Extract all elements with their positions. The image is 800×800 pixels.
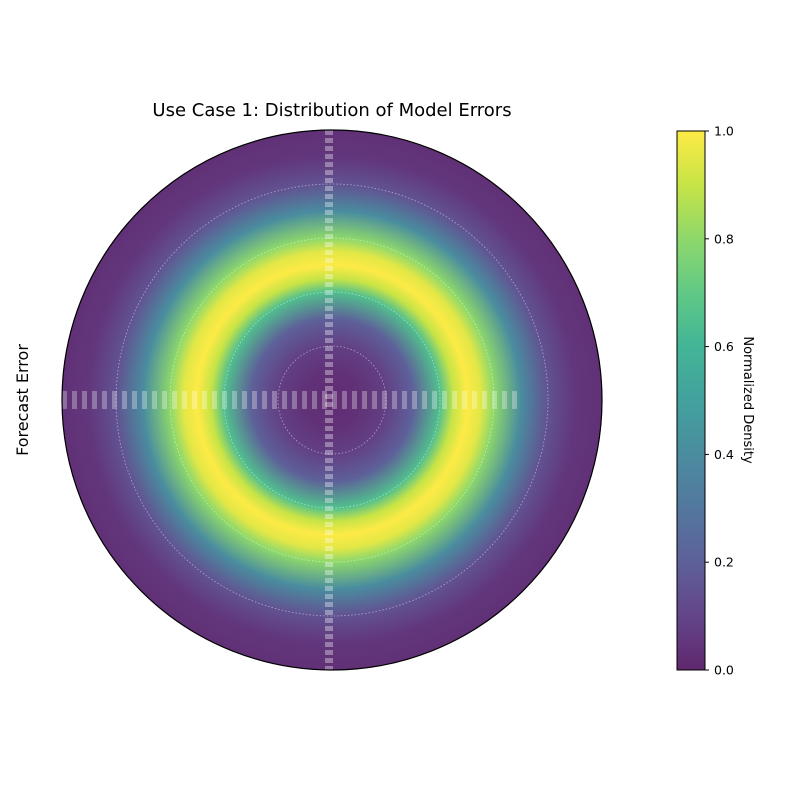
radial-gridline (115, 183, 549, 617)
radial-gridline (169, 237, 495, 563)
colorbar-tick-label: 0.0 (714, 663, 734, 678)
colorbar-label: Normalized Density (740, 336, 755, 464)
colorbar-tick-label: 1.0 (714, 124, 734, 139)
colorbar: 0.0 0.2 0.4 0.6 0.8 1.0 Normalized Density (676, 124, 755, 678)
polar-density-field (62, 130, 602, 670)
radial-gridline (277, 345, 387, 455)
colorbar-tick-label: 0.6 (714, 339, 734, 354)
colorbar-tick-label: 0.2 (714, 555, 734, 570)
colorbar-ticks: 0.0 0.2 0.4 0.6 0.8 1.0 (705, 124, 734, 678)
colorbar-tick-label: 0.8 (714, 231, 734, 246)
colorbar-tick-label: 0.4 (714, 447, 734, 462)
colorbar-bar (676, 130, 706, 671)
polar-frame (61, 129, 603, 671)
y-axis-label: Forecast Error (13, 344, 32, 456)
polar-plot-area (61, 129, 603, 671)
radial-gridline (223, 291, 441, 509)
angular-gridlines (62, 130, 520, 670)
chart-title: Use Case 1: Distribution of Model Errors (152, 100, 511, 121)
radial-gridlines (115, 183, 549, 617)
